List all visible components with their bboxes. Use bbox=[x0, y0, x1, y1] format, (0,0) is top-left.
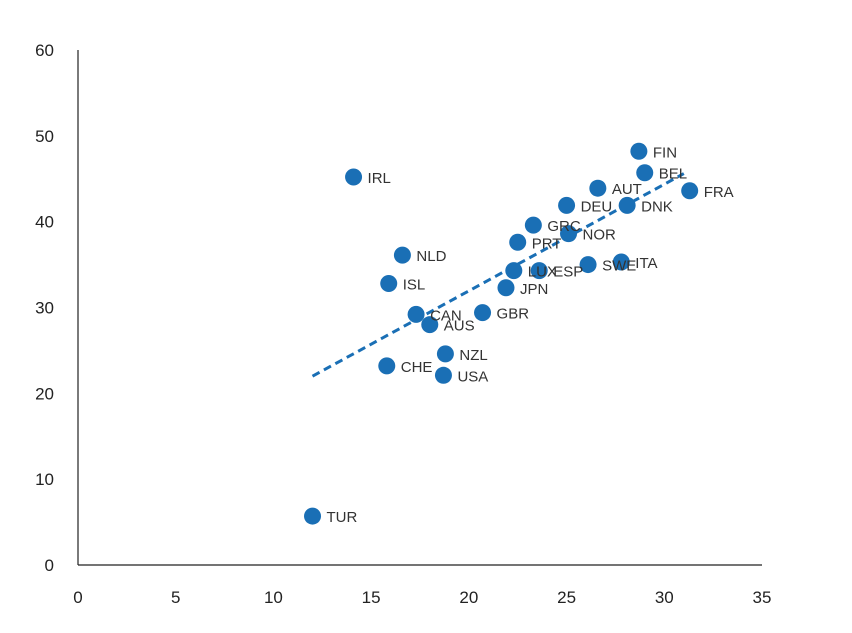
data-point-nzl bbox=[436, 345, 454, 363]
x-tick-label: 5 bbox=[171, 588, 180, 607]
point-label-jpn: JPN bbox=[520, 281, 548, 298]
data-point-jpn bbox=[497, 279, 515, 297]
x-tick-label: 15 bbox=[362, 588, 381, 607]
point-label-fin: FIN bbox=[653, 144, 677, 161]
point-label-deu: DEU bbox=[581, 198, 613, 215]
data-point-nor bbox=[560, 225, 578, 243]
point-label-fra: FRA bbox=[704, 184, 734, 201]
point-label-bel: BEL bbox=[659, 166, 687, 183]
data-point-prt bbox=[509, 233, 527, 251]
data-point-dnk bbox=[618, 196, 636, 214]
point-label-aut: AUT bbox=[612, 181, 642, 198]
data-point-can bbox=[407, 305, 425, 323]
data-points bbox=[304, 142, 699, 525]
axes bbox=[77, 50, 762, 566]
point-label-tur: TUR bbox=[327, 509, 358, 526]
x-tick-labels: 0 5 10 15 20 25 30 35 bbox=[73, 588, 771, 607]
y-tick-label: 60 bbox=[35, 41, 54, 60]
point-label-nzl: NZL bbox=[459, 347, 487, 364]
data-point-isl bbox=[380, 274, 398, 292]
data-point-usa bbox=[434, 366, 452, 384]
data-point-bel bbox=[636, 164, 654, 182]
point-label-dnk: DNK bbox=[641, 198, 673, 215]
data-point-aus bbox=[421, 316, 439, 334]
x-tick-label: 10 bbox=[264, 588, 283, 607]
point-label-ita: ITA bbox=[635, 255, 657, 272]
data-point-deu bbox=[558, 196, 576, 214]
point-label-prt: PRT bbox=[532, 235, 562, 252]
point-label-irl: IRL bbox=[368, 170, 391, 187]
point-label-nld: NLD bbox=[416, 248, 446, 265]
point-label-lux: LUX bbox=[528, 264, 557, 281]
point-label-esp: ESP bbox=[553, 264, 583, 281]
x-tick-label: 35 bbox=[753, 588, 772, 607]
y-tick-labels: 0 10 20 30 40 50 60 bbox=[35, 41, 54, 575]
data-point-fra bbox=[681, 182, 699, 200]
data-point-swe bbox=[579, 256, 597, 274]
data-point-ita bbox=[612, 253, 630, 271]
y-tick-label: 30 bbox=[35, 299, 54, 318]
x-tick-label: 0 bbox=[73, 588, 82, 607]
point-label-gbr: GBR bbox=[497, 306, 530, 323]
point-label-nor: NOR bbox=[583, 227, 617, 244]
point-label-aus: AUS bbox=[444, 318, 475, 335]
data-point-fin bbox=[630, 142, 648, 160]
y-tick-label: 50 bbox=[35, 127, 54, 146]
y-tick-label: 0 bbox=[45, 556, 54, 575]
y-tick-label: 20 bbox=[35, 384, 54, 403]
data-point-lux bbox=[505, 262, 523, 280]
point-label-usa: USA bbox=[457, 368, 488, 385]
point-label-isl: ISL bbox=[403, 276, 426, 293]
point-label-che: CHE bbox=[401, 359, 433, 376]
data-point-tur bbox=[304, 507, 322, 525]
y-tick-label: 10 bbox=[35, 470, 54, 489]
data-point-aut bbox=[589, 179, 607, 197]
point-label-grc: GRC bbox=[547, 218, 581, 235]
y-tick-label: 40 bbox=[35, 213, 54, 232]
x-tick-label: 25 bbox=[557, 588, 576, 607]
x-tick-label: 30 bbox=[655, 588, 674, 607]
data-point-irl bbox=[345, 168, 363, 186]
data-point-che bbox=[378, 357, 396, 375]
x-tick-label: 20 bbox=[459, 588, 478, 607]
data-point-gbr bbox=[474, 304, 492, 322]
data-point-grc bbox=[524, 216, 542, 234]
data-point-esp bbox=[530, 262, 548, 280]
point-label-can: CAN bbox=[430, 307, 462, 324]
point-label-swe: SWE bbox=[602, 258, 636, 275]
data-point-nld bbox=[393, 246, 411, 264]
